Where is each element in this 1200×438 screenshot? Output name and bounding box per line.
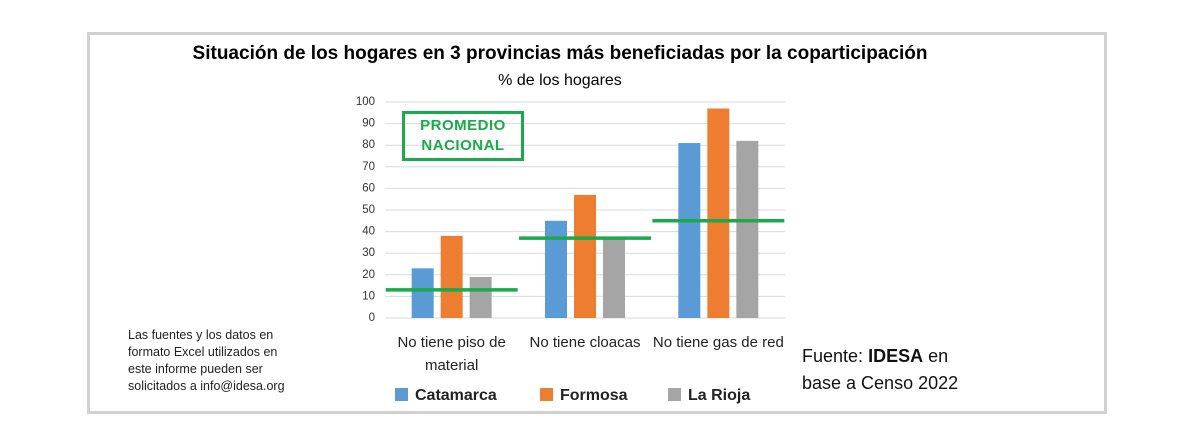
y-tick-label: 30 — [362, 247, 375, 259]
legend-swatch — [540, 388, 553, 401]
legend-swatch — [395, 388, 408, 401]
source-bold: IDESA — [868, 346, 924, 366]
legend-label: Formosa — [560, 387, 628, 404]
chart-subtitle: % de los hogares — [498, 72, 622, 89]
bar — [678, 143, 701, 318]
legend-label: Catamarca — [415, 387, 497, 404]
bar — [545, 220, 567, 318]
y-tick-label: 0 — [369, 312, 375, 324]
bar — [736, 140, 759, 318]
chart-title: Situación de los hogares en 3 provincias… — [193, 43, 928, 64]
note: Las fuentes y los datos en formato Excel… — [128, 328, 285, 393]
source-prefix: Fuente: — [802, 346, 864, 366]
bar — [707, 108, 730, 318]
y-tick-label: 100 — [356, 96, 375, 108]
x-tick-label: No tiene gas de red — [652, 334, 784, 351]
y-tick-label: 10 — [362, 290, 375, 302]
bar — [469, 276, 492, 318]
y-tick-label: 50 — [362, 204, 375, 216]
x-tick-label: No tiene piso de material — [397, 334, 506, 374]
y-tick-label: 80 — [362, 139, 375, 151]
y-tick-label: 90 — [362, 118, 375, 130]
average-label: PROMEDIO NACIONAL — [402, 111, 524, 161]
y-tick-label: 60 — [362, 182, 375, 194]
legend-swatch — [668, 388, 681, 401]
bar — [603, 238, 625, 318]
y-tick-label: 40 — [362, 226, 375, 238]
bar — [574, 194, 596, 318]
frame — [87, 32, 1107, 414]
x-tick-label: No tiene cloacas — [529, 334, 641, 351]
bar — [440, 235, 463, 318]
y-tick-label: 20 — [362, 269, 375, 281]
bar — [411, 268, 434, 318]
source-suffix: en base a Censo 2022 — [802, 346, 959, 393]
y-tick-label: 70 — [362, 161, 375, 173]
source: Fuente: IDESA en base a Censo 2022 — [802, 343, 977, 397]
legend-label: La Rioja — [688, 387, 750, 404]
